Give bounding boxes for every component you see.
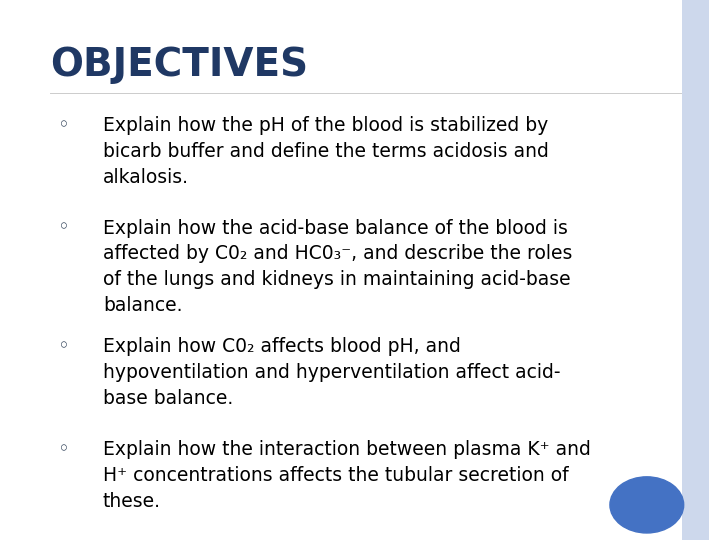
Text: Explain how the acid-base balance of the blood is
affected by C0₂ and HC0₃⁻, and: Explain how the acid-base balance of the… [103,219,572,315]
Text: ◦: ◦ [58,338,70,356]
Text: ◦: ◦ [58,116,70,135]
Circle shape [610,477,684,533]
Text: ◦: ◦ [58,440,70,459]
Text: Explain how the pH of the blood is stabilized by
bicarb buffer and define the te: Explain how the pH of the blood is stabi… [103,116,549,187]
Text: Explain how C0₂ affects blood pH, and
hypoventilation and hyperventilation affec: Explain how C0₂ affects blood pH, and hy… [103,338,560,408]
Text: ◦: ◦ [58,219,70,238]
FancyBboxPatch shape [683,0,709,540]
Text: Explain how the interaction between plasma K⁺ and
H⁺ concentrations affects the : Explain how the interaction between plas… [103,440,590,511]
Text: OBJECTIVES: OBJECTIVES [50,46,307,84]
